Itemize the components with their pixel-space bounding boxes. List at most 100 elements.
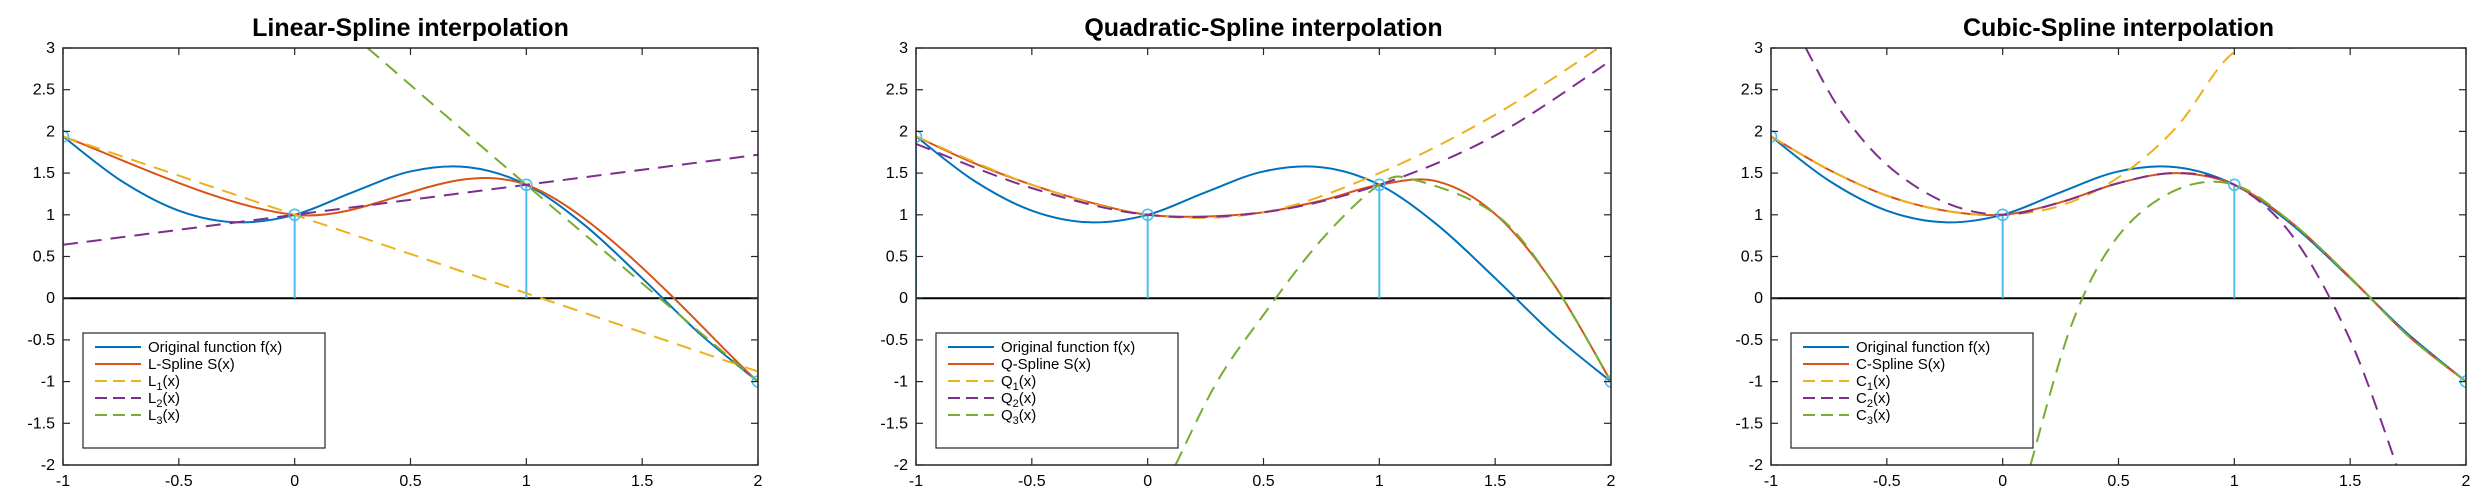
series-line-1 xyxy=(63,135,758,383)
series-line-4 xyxy=(916,59,1611,219)
y-tick-label: -2 xyxy=(41,457,55,474)
x-tick-label: -1 xyxy=(1764,473,1778,490)
legend-label-4: L2(x) xyxy=(148,390,180,410)
legend-label-5: L3(x) xyxy=(148,407,180,427)
chart-title: Quadratic-Spline interpolation xyxy=(1084,14,1442,42)
y-tick-label: 2 xyxy=(899,123,908,140)
x-tick-label: 0 xyxy=(1998,473,2007,490)
y-tick-label: 3 xyxy=(899,40,908,57)
chart-title: Cubic-Spline interpolation xyxy=(1963,14,2274,42)
legend-label-3: L1(x) xyxy=(148,373,180,393)
series-line-4 xyxy=(63,153,758,246)
legend-label-1: Original function f(x) xyxy=(1856,339,1990,356)
y-tick-label: 2 xyxy=(46,123,55,140)
y-tick-label: 3 xyxy=(46,40,55,57)
y-tick-label: -2 xyxy=(894,457,908,474)
x-tick-label: -1 xyxy=(909,473,923,490)
legend-box xyxy=(1790,332,2034,449)
node-marker xyxy=(916,130,923,143)
y-tick-label: -1 xyxy=(41,374,55,391)
y-tick-label: 2.5 xyxy=(1741,82,1763,99)
y-tick-label: -0.5 xyxy=(880,332,908,349)
y-tick-label: 2.5 xyxy=(886,82,908,99)
x-tick-label: 0 xyxy=(1143,473,1152,490)
legend-box xyxy=(82,332,326,449)
y-tick-label: -1 xyxy=(894,374,908,391)
legend-label-4: C2(x) xyxy=(1856,390,1890,410)
node-marker xyxy=(1141,208,1154,222)
legend-label-3: Q1(x) xyxy=(1001,373,1036,393)
series-line-1 xyxy=(916,135,1611,383)
y-tick-label: 2 xyxy=(1754,123,1763,140)
y-tick-label: 1 xyxy=(899,207,908,224)
y-tick-label: 1 xyxy=(1754,207,1763,224)
series-line-4 xyxy=(1804,48,2398,465)
y-tick-label: 0.5 xyxy=(886,249,908,266)
x-tick-label: 1.5 xyxy=(2339,473,2361,490)
legend-label-5: Q3(x) xyxy=(1001,407,1036,427)
x-tick-label: 1.5 xyxy=(631,473,653,490)
series-line-5 xyxy=(1174,175,1611,465)
node-marker xyxy=(2228,178,2241,192)
node-marker xyxy=(63,130,70,143)
y-tick-label: -0.5 xyxy=(1735,332,1763,349)
y-tick-label: -2 xyxy=(1749,457,1763,474)
plot-layer xyxy=(916,48,1611,465)
chart-panel-2: Quadratic-Spline interpolation -1 -0.5 0 0.5… xyxy=(880,14,1616,490)
y-tick-label: 0.5 xyxy=(1741,249,1763,266)
legend-label-2: C-Spline S(x) xyxy=(1856,356,1945,373)
y-tick-label: -1.5 xyxy=(880,415,908,432)
series-line-3 xyxy=(63,135,758,373)
y-tick-label: 1.5 xyxy=(1741,165,1763,182)
x-tick-label: 1 xyxy=(2230,473,2239,490)
y-tick-label: 0 xyxy=(46,290,55,307)
y-tick-label: 1.5 xyxy=(33,165,55,182)
series-line-3 xyxy=(916,48,1601,219)
legend-label-1: Original function f(x) xyxy=(1001,339,1135,356)
legend-label-3: C1(x) xyxy=(1856,373,1890,393)
x-tick-label: 2 xyxy=(2462,473,2471,490)
series-line-3 xyxy=(1771,48,2293,216)
x-tick-label: 0 xyxy=(290,473,299,490)
node-marker xyxy=(520,178,533,192)
series-line-5 xyxy=(2029,180,2466,465)
x-tick-label: -0.5 xyxy=(1873,473,1901,490)
y-tick-label: 1 xyxy=(46,207,55,224)
legend-label-5: C3(x) xyxy=(1856,407,1890,427)
y-tick-label: -1.5 xyxy=(27,415,55,432)
y-tick-label: -1.5 xyxy=(1735,415,1763,432)
y-tick-label: 2.5 xyxy=(33,82,55,99)
y-tick-label: 0 xyxy=(1754,290,1763,307)
y-tick-label: 3 xyxy=(1754,40,1763,57)
node-marker xyxy=(1771,130,1778,143)
legend-box xyxy=(935,332,1179,449)
x-tick-label: 1.5 xyxy=(1484,473,1506,490)
x-tick-label: 2 xyxy=(1607,473,1616,490)
x-tick-label: 1 xyxy=(522,473,531,490)
plot-layer xyxy=(1771,48,2466,465)
x-tick-label: 0.5 xyxy=(1252,473,1274,490)
y-tick-label: -0.5 xyxy=(27,332,55,349)
legend: Original function f(x)C-Spline S(x)C1(x)… xyxy=(1790,332,2034,449)
x-tick-label: -1 xyxy=(56,473,70,490)
legend-label-1: Original function f(x) xyxy=(148,339,282,356)
legend: Original function f(x)Q-Spline S(x)Q1(x)… xyxy=(935,332,1179,449)
x-tick-label: -0.5 xyxy=(1018,473,1046,490)
legend: Original function f(x)L-Spline S(x)L1(x)… xyxy=(82,332,326,449)
x-tick-label: -0.5 xyxy=(165,473,193,490)
x-tick-label: 1 xyxy=(1375,473,1384,490)
y-tick-label: 0.5 xyxy=(33,249,55,266)
node-marker xyxy=(1373,178,1386,192)
legend-label-2: L-Spline S(x) xyxy=(148,356,235,373)
chart-panel-3: Cubic-Spline interpolation -1 -0.5 0 0.5 1 1.5… xyxy=(1735,14,2471,490)
y-tick-label: 0 xyxy=(899,290,908,307)
node-marker xyxy=(288,208,301,222)
legend-label-2: Q-Spline S(x) xyxy=(1001,356,1091,373)
y-tick-label: 1.5 xyxy=(886,165,908,182)
node-marker xyxy=(1996,208,2009,222)
series-line-5 xyxy=(366,48,758,383)
series-line-2 xyxy=(63,135,758,383)
legend-label-4: Q2(x) xyxy=(1001,390,1036,410)
chart-panel-1: Linear-Spline interpolation -1 -0.5 0 0.5 1 1.… xyxy=(27,14,762,490)
